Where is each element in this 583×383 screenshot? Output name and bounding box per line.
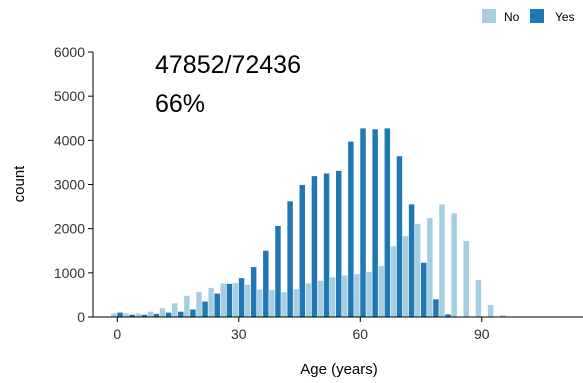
bar-no-93 [487,305,494,317]
bar-no-60 [354,274,360,317]
y-tick-label-0: 0 [77,309,85,325]
bar-yes-48 [311,176,318,317]
legend-label-no: No [504,10,520,24]
y-tick-label-6000: 6000 [54,44,85,60]
bar-no-33 [244,284,251,317]
bar-yes-12 [165,312,172,317]
bar-no-90 [475,279,482,317]
legend-swatch-yes [530,9,544,23]
bar-yes-54 [335,170,342,317]
bar-yes-0 [117,312,123,317]
bar-no-63 [366,271,372,317]
x-tick-label-0: 0 [113,326,121,342]
bar-no-96 [499,315,506,317]
bar-no-21 [196,291,202,317]
axes-layer: 0 1000 2000 3000 4000 5000 6000 0 30 60 90 [54,44,583,342]
bar-no-30 [232,282,239,317]
legend-swatch-no [482,9,496,23]
bar-no-78 [427,218,433,317]
bar-yes-69 [396,156,403,317]
bar-no-84 [451,213,457,317]
bar-no-69 [390,246,397,317]
bar-yes-63 [372,129,378,317]
bar-yes-51 [323,173,330,317]
bar-yes-81 [445,314,451,317]
y-tick-label-5000: 5000 [54,88,85,104]
bar-no-57 [342,275,348,317]
bar-yes-60 [360,128,366,317]
bar-no-81 [439,204,445,318]
bar-no-75 [414,223,421,317]
x-tick-label-60: 60 [352,326,368,342]
bar-yes-39 [275,226,281,317]
bar-no-42 [281,292,287,317]
bar-no-27 [220,283,227,317]
bar-yes-33 [250,267,257,317]
bar-yes-15 [178,311,184,317]
bar-no-0 [111,313,117,317]
bar-no-87 [463,241,470,317]
bar-yes-66 [384,128,391,317]
bar-no-24 [208,287,214,317]
x-axis-label: Age (years) [300,361,378,378]
bar-yes-72 [408,204,415,318]
bar-no-51 [317,280,324,317]
annotation-percent: 66% [155,90,205,118]
x-tick-label-90: 90 [474,326,490,342]
legend: No Yes [482,9,575,24]
bar-no-66 [378,266,384,317]
bar-yes-3 [129,314,135,317]
bar-no-45 [293,289,299,317]
bar-yes-30 [238,278,245,317]
bar-no-72 [402,236,409,317]
bar-no-6 [135,313,141,317]
bar-yes-36 [263,250,269,317]
legend-label-yes: Yes [555,10,575,24]
bar-yes-42 [287,201,293,317]
x-tick-label-30: 30 [231,326,247,342]
bars-layer [111,128,518,318]
y-axis-label: count [11,165,28,203]
bar-no-3 [123,313,129,317]
bar-no-48 [305,283,312,317]
y-tick-label-3000: 3000 [54,177,85,193]
bar-no-12 [159,308,166,317]
bar-no-18 [184,295,190,317]
bar-yes-78 [433,299,439,317]
bar-yes-21 [202,301,208,317]
y-tick-label-2000: 2000 [54,221,85,237]
bar-no-9 [147,311,154,317]
y-tick-label-1000: 1000 [54,265,85,281]
bar-no-39 [269,290,275,317]
annotation-ratio: 47852/72436 [155,51,301,79]
bar-no-15 [171,303,178,317]
bar-yes-18 [190,309,196,317]
bar-yes-27 [226,283,233,318]
bar-no-36 [257,289,263,317]
bar-yes-75 [421,262,427,317]
bar-yes-57 [348,141,354,317]
bar-yes-6 [141,314,148,317]
bar-yes-45 [299,184,305,317]
bar-yes-24 [214,293,220,317]
bar-yes-9 [153,313,160,317]
bar-no-54 [329,277,336,317]
y-tick-label-4000: 4000 [54,132,85,148]
